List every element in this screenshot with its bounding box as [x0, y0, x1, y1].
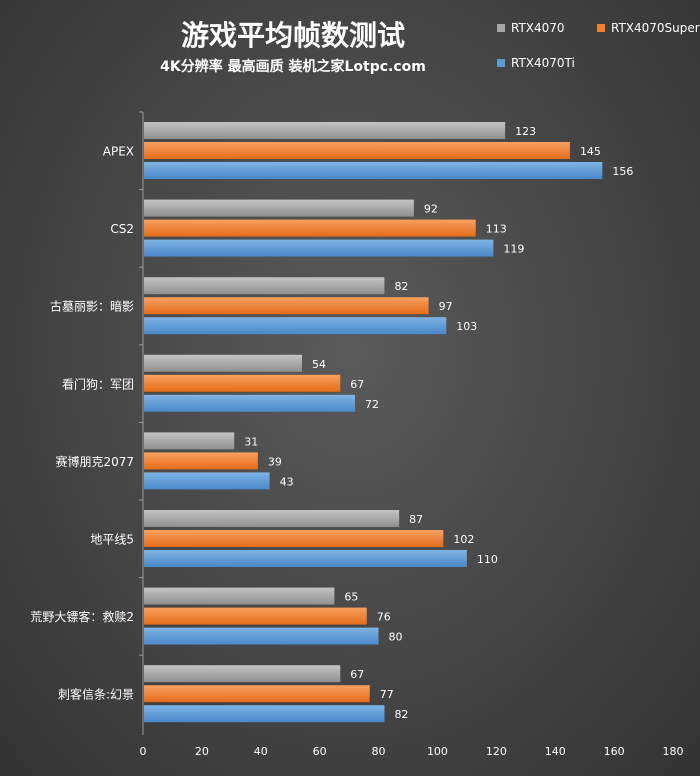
bar [144, 277, 385, 295]
data-label: 67 [350, 668, 364, 681]
bar [144, 472, 270, 490]
data-label: 119 [503, 243, 524, 256]
data-label: 87 [409, 513, 423, 526]
data-label: 39 [268, 455, 282, 468]
data-label: 82 [394, 280, 408, 293]
data-label: 123 [515, 125, 536, 138]
bar [144, 239, 494, 257]
category-label: 地平线5 [90, 533, 134, 547]
x-tick-label: 120 [486, 745, 507, 758]
legend-label: RTX4070Ti [511, 56, 575, 70]
x-tick-label: 180 [663, 745, 684, 758]
bar [144, 122, 506, 139]
data-label: 97 [439, 300, 453, 313]
legend-swatch [497, 59, 505, 67]
x-tick-label: 140 [545, 745, 566, 758]
bar [144, 705, 385, 723]
legend-label: RTX4070 [511, 21, 565, 35]
bar [144, 607, 367, 625]
legend-label: RTX4070Super [611, 21, 700, 35]
chart-subtitle: 4K分辨率 最高画质 装机之家Lotpc.com [160, 58, 426, 75]
category-label: 荒野大镖客：救赎2 [30, 609, 134, 624]
data-label: 77 [380, 688, 394, 701]
data-label: 82 [394, 708, 408, 721]
category-label: CS2 [110, 222, 134, 236]
data-label: 72 [365, 398, 379, 411]
category-label: 刺客信条:幻景 [58, 687, 134, 702]
x-tick-label: 80 [372, 745, 386, 758]
bar [144, 142, 570, 159]
data-label: 92 [424, 203, 438, 216]
bar [144, 432, 235, 450]
bar [144, 665, 341, 683]
bar [144, 162, 603, 179]
legend: RTX4070 RTX4070Super RTX4070Ti [497, 21, 700, 70]
data-label: 103 [456, 320, 477, 333]
bar [144, 685, 370, 703]
bar [144, 317, 447, 335]
x-tick-label: 20 [195, 745, 209, 758]
data-label: 43 [280, 475, 294, 488]
x-tick-label: 40 [254, 745, 268, 758]
data-label: 54 [312, 358, 326, 371]
category-label: 看门狗：军团 [62, 376, 134, 391]
x-tick-label: 100 [427, 745, 448, 758]
legend-swatch [597, 24, 605, 32]
bar [144, 627, 379, 645]
data-label: 67 [350, 378, 364, 391]
data-label: 102 [453, 533, 474, 546]
data-label: 156 [612, 165, 633, 178]
data-label: 76 [377, 611, 391, 624]
bar [144, 374, 341, 392]
legend-swatch [497, 24, 505, 32]
data-label: 145 [580, 145, 601, 158]
bar [144, 199, 414, 217]
category-label: APEX [103, 145, 134, 159]
bar [144, 394, 355, 412]
chart-title: 游戏平均帧数测试 [181, 19, 405, 52]
bar [144, 452, 258, 470]
x-tick-label: 60 [313, 745, 327, 758]
x-tick-label: 0 [140, 745, 147, 758]
data-label: 80 [389, 631, 403, 644]
bar [144, 354, 302, 372]
bar [144, 550, 467, 567]
data-label: 113 [486, 223, 507, 236]
category-label: 古墓丽影：暗影 [50, 299, 134, 314]
data-label: 31 [244, 435, 258, 448]
data-label: 65 [344, 591, 358, 604]
x-tick-label: 160 [604, 745, 625, 758]
bar [144, 297, 429, 315]
bar [144, 219, 476, 237]
bar [144, 510, 400, 527]
category-label: 赛博朋克2077 [55, 454, 134, 469]
bar [144, 587, 335, 605]
bar [144, 530, 444, 547]
data-label: 110 [477, 553, 498, 566]
